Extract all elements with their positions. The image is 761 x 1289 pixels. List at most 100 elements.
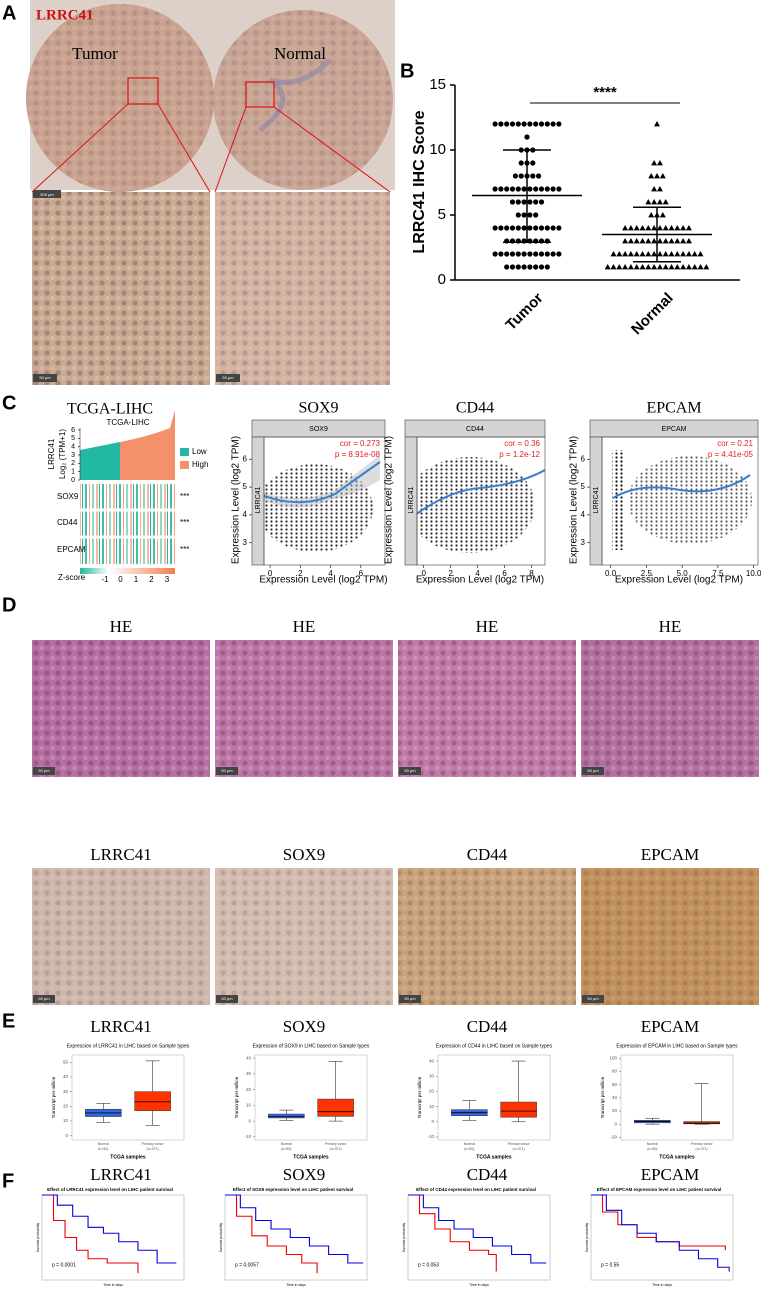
tick-label: 4 <box>328 569 333 578</box>
y-tick-label: 0 <box>248 1118 251 1123</box>
point <box>504 121 510 127</box>
point <box>530 160 536 166</box>
point <box>556 225 562 231</box>
point <box>556 186 562 192</box>
tick-label: 10.0 <box>746 569 761 578</box>
x-tick-label: (n=371) <box>147 1147 159 1151</box>
y-axis-title: Transcript per million <box>600 1076 605 1118</box>
point <box>656 199 663 205</box>
panel-heading: LRRC41 <box>90 1165 151 1184</box>
y-tick-label: 0 <box>65 1133 68 1138</box>
y-tick-label: 10 <box>63 1118 69 1123</box>
x-axis-title: Time in days <box>103 1283 123 1287</box>
point <box>633 238 640 244</box>
point <box>509 121 516 127</box>
y-tick-label: 80 <box>612 1069 618 1074</box>
scale-bar <box>582 767 604 775</box>
x-tick-label: Normal <box>464 1142 476 1146</box>
point <box>610 251 617 257</box>
chart-title: Expression of SOX9 in LIHC based on Samp… <box>253 1043 370 1049</box>
tick-label: 4 <box>581 510 586 519</box>
scale-bar <box>216 995 238 1003</box>
point <box>627 251 634 257</box>
point <box>662 251 669 257</box>
x-tick-label: (n=371) <box>696 1147 708 1151</box>
tick-label: 5 <box>243 482 248 491</box>
scale-bar-label: 50 μm <box>221 768 233 773</box>
point <box>627 225 634 231</box>
point <box>504 225 510 231</box>
chart-title: Expression of LRRC41 in LIHC based on Sa… <box>67 1043 190 1049</box>
point <box>527 121 533 127</box>
survival-curve <box>591 1194 730 1272</box>
panel-heading: SOX9 <box>283 1165 326 1184</box>
point <box>504 251 510 257</box>
legend-label: Low <box>192 447 207 456</box>
point <box>515 251 521 257</box>
y-tick-label: 20 <box>429 1089 435 1094</box>
point <box>533 212 539 218</box>
p-value: p = 0.053 <box>418 1262 439 1268</box>
panel-label: B <box>400 60 414 82</box>
plot-frame <box>437 1054 551 1141</box>
point <box>610 264 617 270</box>
point <box>533 251 539 257</box>
significance: *** <box>180 518 189 527</box>
y-axis-title: LRRC41 IHC Score <box>411 110 428 253</box>
axis-label: Expression Level (log2 TPM) <box>259 575 387 586</box>
point <box>515 264 521 270</box>
point <box>674 238 681 244</box>
x-tick-label: (n=50) <box>281 1147 291 1151</box>
plot-frame <box>71 1054 185 1141</box>
y-tick-label: 10 <box>429 1104 435 1109</box>
chart-title: Expression of EPCAM in LIHC based on Sam… <box>616 1043 738 1049</box>
axis-label: Expression Level (log2 TPM) <box>416 575 544 586</box>
tick-label: 7.5 <box>712 569 724 578</box>
panel-a-images <box>26 0 395 385</box>
point <box>627 238 634 244</box>
point <box>556 121 562 127</box>
y-tick-label: 10 <box>429 141 446 158</box>
point <box>509 225 516 231</box>
y-tick-label: 30 <box>246 1071 252 1076</box>
image-label: Normal <box>274 44 326 63</box>
box <box>500 1101 537 1118</box>
tick-label: 0 <box>118 575 123 584</box>
y-tick-label: 50 <box>63 1060 69 1065</box>
point <box>651 186 658 192</box>
point <box>685 264 692 270</box>
scatter-title: EPCAM <box>646 400 701 417</box>
y-tick-label: 40 <box>429 1058 435 1063</box>
scale-bar-label: 50 μm <box>221 996 233 1001</box>
tick-label: 6 <box>243 454 248 463</box>
point <box>518 173 524 179</box>
scale-bar <box>33 767 55 775</box>
survival-curve <box>42 1194 177 1264</box>
point <box>521 212 527 218</box>
y-tick-label: 20 <box>63 1103 69 1108</box>
tick-label: 0.0 <box>605 569 617 578</box>
y-tick-label: 30 <box>63 1089 69 1094</box>
significance: *** <box>180 545 189 554</box>
scale-bar-label: 500 μm <box>40 192 54 197</box>
x-tick-label: (n=50) <box>647 1147 657 1151</box>
point <box>680 251 687 257</box>
scatter-title: SOX9 <box>298 400 338 417</box>
point <box>633 251 640 257</box>
plot-frame <box>407 1194 551 1281</box>
point <box>685 225 692 231</box>
point <box>659 212 666 218</box>
point <box>544 121 550 127</box>
point <box>492 186 498 192</box>
point <box>518 160 524 166</box>
point <box>533 264 539 270</box>
tick-label: 5 <box>581 482 586 491</box>
y-axis-title: Survival probability <box>36 1223 40 1253</box>
plot-frame <box>601 436 759 566</box>
panel-label: C <box>2 392 16 414</box>
image-label: Tumor <box>72 44 118 63</box>
plot-frame <box>416 436 546 566</box>
panel-c-heatmap <box>79 410 189 574</box>
point <box>538 186 545 192</box>
